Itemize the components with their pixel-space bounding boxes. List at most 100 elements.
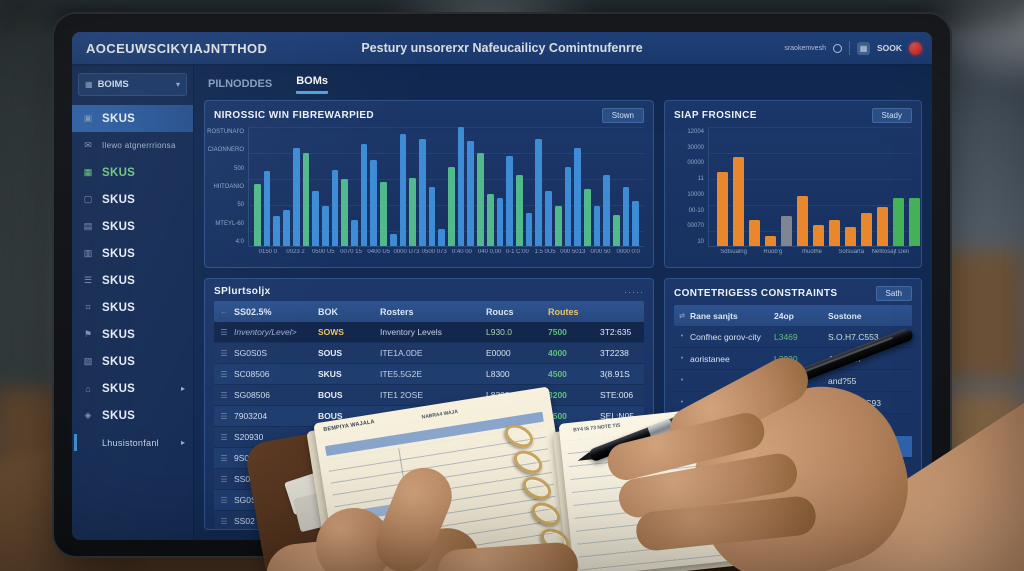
stady-button[interactable]: Stady (871, 108, 912, 123)
bar (877, 206, 888, 246)
back-arrow-icon[interactable]: ← (220, 307, 228, 316)
sidebar-item[interactable]: ⌗ SKUS (72, 294, 193, 321)
table-cell: 3(8.91S (600, 369, 630, 379)
x-tick: 0500 073 (421, 249, 447, 255)
row-handle-icon: ☰ (220, 411, 228, 421)
table-cell: E0000 (486, 348, 511, 358)
menu-icon: ☰ (83, 275, 93, 285)
table-cell: SOWS (318, 327, 344, 337)
stown-button[interactable]: Stown (601, 108, 644, 123)
constraints-cell: aoristanee (690, 353, 730, 364)
table-cell: SG08506 (234, 390, 270, 400)
col-header[interactable]: 24op (774, 310, 794, 321)
constraints-row[interactable]: • Confhec gorov-city L3469 S.O.H7.C553 (674, 326, 912, 348)
hash-icon: ⌗ (85, 302, 91, 312)
grid-icon: ▦ (83, 167, 93, 177)
bar (341, 179, 349, 246)
sidebar-item[interactable]: ◈ SKUS (72, 402, 193, 429)
col-header[interactable]: Sostone (828, 310, 862, 321)
bar (829, 219, 840, 246)
bar (583, 188, 591, 246)
table-cell: ITE1A.0DE (380, 348, 423, 358)
bar (622, 186, 630, 246)
bar (312, 191, 319, 246)
x-tick: Ruob'g (763, 249, 783, 255)
col-header[interactable]: SS02.5% (234, 306, 272, 317)
col-header[interactable]: Rane sanjts (690, 310, 738, 321)
swap-icon[interactable]: ⇄ (679, 312, 685, 320)
table-row[interactable]: ☰ SC08506 SKUS ITE5.5G2E L8300 4500 3(8.91S (214, 364, 644, 385)
package-icon: ▣ (83, 113, 93, 123)
col-header[interactable]: Rosters (380, 306, 414, 317)
col-header[interactable]: Roucs (486, 306, 514, 317)
table-cell: S20930 (234, 432, 264, 442)
col-header[interactable]: Routes (548, 306, 579, 317)
bar (515, 174, 523, 246)
row-handle-icon: ☰ (220, 390, 228, 400)
sidebar-item[interactable]: ▧ SKUS (72, 348, 193, 375)
table-cell: 3T2238 (600, 348, 629, 358)
notification-badge[interactable] (909, 41, 922, 55)
tab-boms[interactable]: BOMs (296, 75, 328, 94)
sidebar-item[interactable]: ▦ SKUS (72, 159, 193, 186)
bar (781, 216, 792, 246)
sidebar-item[interactable]: ⚑ SKUS (72, 321, 193, 348)
sidebar-item[interactable]: ⌂ SKUS ▸ (72, 375, 193, 402)
bar (283, 210, 290, 246)
sidebar-item[interactable]: ▢ SKUS (72, 186, 193, 213)
tab-pilnoddes[interactable]: PILNODDES (208, 78, 273, 90)
bar (321, 205, 329, 246)
bar (765, 236, 776, 246)
chevron-right-icon: ▸ (180, 384, 185, 393)
table-row[interactable]: ☰ SG0S0S SOUS ITE1A.0DE E0000 4000 3T2238 (214, 343, 644, 364)
x-tick: 1:5 0U5 (534, 249, 556, 255)
sidebar-item[interactable]: Lhusistonfanl ▸ (72, 429, 193, 456)
more-options-icon[interactable]: ····· (624, 286, 644, 297)
boms-dropdown[interactable]: ▦ BOIMS ▾ (78, 73, 187, 96)
sidebar-item-label: SKUS (102, 274, 136, 287)
bar (418, 138, 426, 246)
tab-bar: PILNODDES BOMs (204, 70, 922, 94)
bar (574, 148, 581, 246)
row-handle-icon: ☰ (220, 453, 228, 463)
bar (486, 193, 494, 246)
bullet-icon: • (680, 399, 684, 406)
x-tick: 0000 U73 (393, 249, 420, 255)
row-handle-icon: ☰ (220, 348, 228, 358)
table-cell: ITE1 2OSE (380, 390, 423, 400)
bar (554, 205, 562, 246)
y-axis: 12004 30000 00000 11 10000 00-10 00070 10 (674, 127, 708, 261)
toolbar-text: sraokemvesh (784, 44, 826, 52)
panel-title: SIAP FROSINCE (674, 110, 757, 121)
table-cell: STE:006 (600, 390, 634, 400)
chevron-down-icon: ▾ (175, 80, 180, 89)
panel-main-chart: NIROSSIC WIN FIBREWARPIED Stown ROSTUNAI… (204, 100, 654, 268)
bar (535, 138, 543, 246)
row-handle-icon: ☰ (220, 516, 228, 526)
sidebar-item-label: Ilewo atgnerrrionsa (102, 141, 176, 150)
bar (525, 212, 533, 246)
bar (438, 229, 446, 246)
col-header[interactable]: BOK (318, 306, 338, 317)
search-icon[interactable] (832, 43, 842, 53)
bar (861, 212, 872, 246)
table-row[interactable]: ☰ Inventory/Level> SOWS Inventory Levels L93… (214, 322, 644, 343)
table-cell: Inventory/Level> (234, 327, 297, 337)
sidebar-item[interactable]: ▣ SKUS (72, 105, 193, 132)
bar (351, 219, 358, 246)
sidebar-item-label: SKUS (102, 301, 136, 314)
sidebar-item[interactable]: ✉ Ilewo atgnerrrionsa (72, 132, 193, 159)
sidebar-item-label: SKUS (102, 247, 136, 260)
sath-button[interactable]: Sath (875, 286, 912, 301)
sidebar-item[interactable]: ▤ SKUS (72, 213, 193, 240)
sidebar-item[interactable]: ☰ SKUS (72, 267, 193, 294)
x-tick: 000 5013 (560, 249, 586, 255)
y-tick: 10000 (687, 191, 704, 198)
sidebar-item[interactable]: ▥ SKUS (72, 240, 193, 267)
row-handle-icon: ☰ (220, 432, 228, 442)
table-cell: 4500 (548, 369, 567, 379)
sidebar-item-label: SKUS (102, 166, 136, 179)
apps-grid-icon[interactable]: ▦ (856, 41, 870, 55)
